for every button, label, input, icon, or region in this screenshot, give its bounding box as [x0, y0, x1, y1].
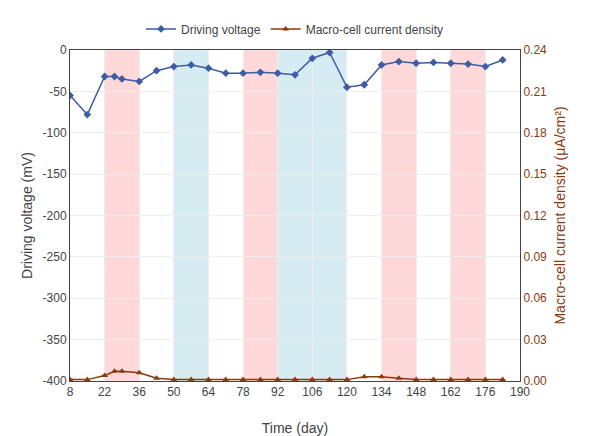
- svg-text:-400: -400: [43, 374, 67, 388]
- svg-text:-250: -250: [43, 250, 67, 264]
- svg-text:-300: -300: [43, 291, 67, 305]
- svg-text:0.12: 0.12: [523, 209, 547, 223]
- svg-text:78: 78: [236, 385, 250, 399]
- svg-text:0.03: 0.03: [523, 333, 547, 347]
- svg-text:0.06: 0.06: [523, 291, 547, 305]
- svg-text:148: 148: [406, 385, 426, 399]
- svg-text:92: 92: [271, 385, 285, 399]
- svg-text:Macro-cell current density: Macro-cell current density: [306, 23, 443, 37]
- svg-text:Driving voltage (mV): Driving voltage (mV): [19, 152, 35, 279]
- svg-text:0.15: 0.15: [523, 167, 547, 181]
- svg-text:0.00: 0.00: [523, 374, 547, 388]
- svg-text:0: 0: [60, 43, 67, 57]
- svg-text:22: 22: [98, 385, 112, 399]
- svg-text:0.18: 0.18: [523, 126, 547, 140]
- svg-text:Driving voltage: Driving voltage: [181, 23, 261, 37]
- svg-text:36: 36: [133, 385, 147, 399]
- svg-text:-350: -350: [43, 333, 67, 347]
- svg-text:-150: -150: [43, 167, 67, 181]
- svg-text:-50: -50: [49, 85, 67, 99]
- svg-text:-200: -200: [43, 209, 67, 223]
- svg-text:176: 176: [475, 385, 495, 399]
- svg-text:134: 134: [372, 385, 392, 399]
- svg-text:0.21: 0.21: [523, 85, 547, 99]
- svg-text:0.09: 0.09: [523, 250, 547, 264]
- svg-text:-100: -100: [43, 126, 67, 140]
- svg-text:Macro-cell current density (μA: Macro-cell current density (μA/cm²): [552, 106, 568, 324]
- svg-text:64: 64: [202, 385, 216, 399]
- svg-text:106: 106: [302, 385, 322, 399]
- svg-text:162: 162: [441, 385, 461, 399]
- svg-text:8: 8: [67, 385, 74, 399]
- svg-text:190: 190: [510, 385, 530, 399]
- svg-text:0.24: 0.24: [523, 43, 547, 57]
- svg-text:50: 50: [167, 385, 181, 399]
- svg-text:120: 120: [337, 385, 357, 399]
- svg-text:Time (day): Time (day): [262, 420, 328, 436]
